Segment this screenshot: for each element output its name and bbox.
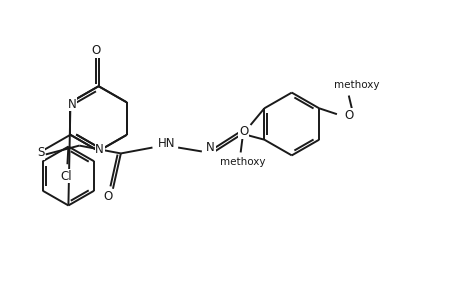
Text: methoxy: methoxy: [333, 80, 379, 90]
Text: N: N: [68, 98, 77, 111]
Text: Cl: Cl: [61, 169, 72, 182]
Text: O: O: [239, 125, 248, 138]
Text: N: N: [206, 141, 215, 154]
Text: S: S: [37, 146, 45, 159]
Text: O: O: [343, 109, 353, 122]
Text: O: O: [91, 44, 100, 57]
Text: O: O: [103, 190, 112, 203]
Text: HN: HN: [157, 137, 175, 150]
Text: methoxy: methoxy: [219, 157, 265, 167]
Text: N: N: [95, 142, 104, 155]
